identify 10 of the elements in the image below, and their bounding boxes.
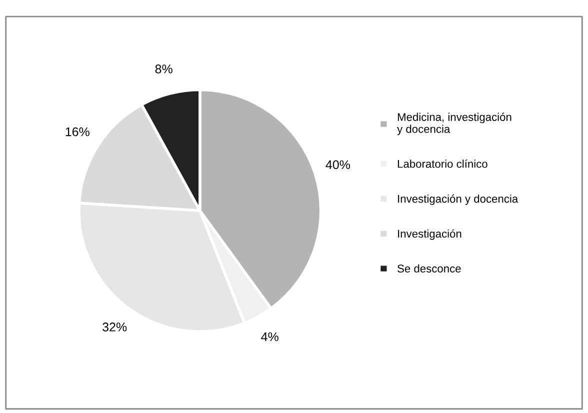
- data-label: 16%: [66, 127, 90, 136]
- data-label: 32%: [102, 322, 127, 332]
- legend-label: Se desconce: [398, 264, 461, 273]
- data-label: 8%: [155, 64, 172, 74]
- data-label: 4%: [261, 332, 278, 342]
- legend-label: Investigación y docencia: [398, 194, 518, 205]
- legend-label: Laboratorio clínico: [398, 160, 488, 168]
- data-label: 40%: [326, 160, 350, 170]
- legend-label: Investigación: [398, 229, 462, 240]
- legend-label: Medicina, investigación y docencia: [397, 112, 512, 136]
